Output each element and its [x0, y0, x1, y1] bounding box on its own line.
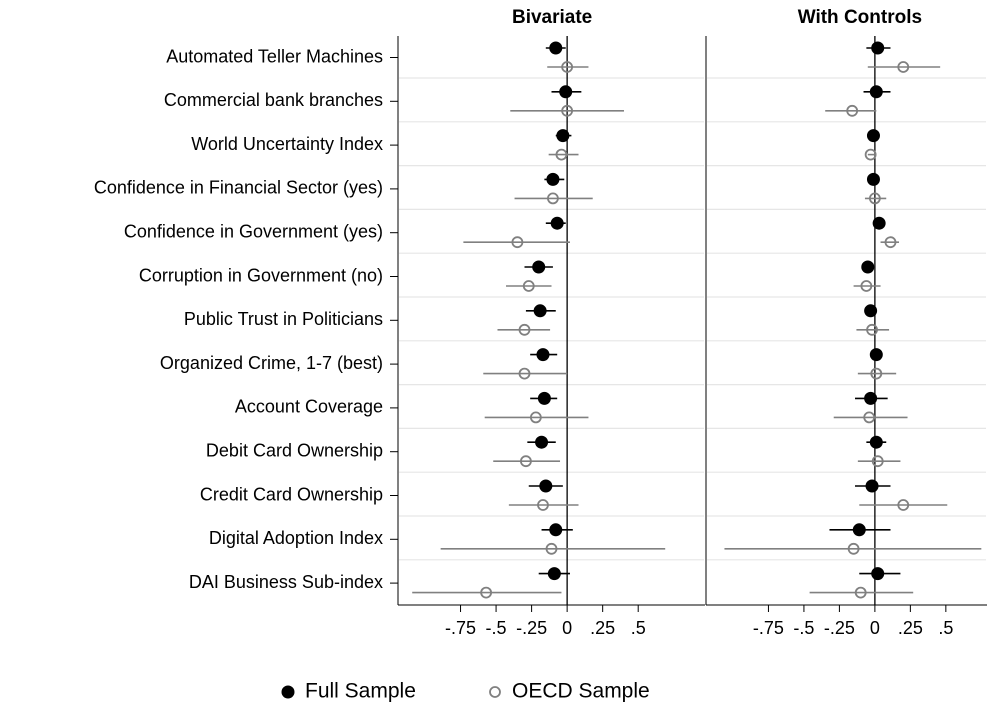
point: [866, 129, 880, 143]
point: [884, 236, 897, 249]
panel-title: Bivariate: [512, 7, 592, 28]
y-tick-label: Digital Adoption Index: [209, 528, 383, 548]
y-tick-label: Confidence in Government (yes): [124, 221, 383, 241]
y-tick-label: Credit Card Ownership: [200, 484, 383, 504]
point: [863, 411, 876, 424]
panel-title: With Controls: [798, 7, 922, 28]
x-tick-label: .5: [631, 618, 646, 638]
y-tick-label: Corruption in Government (no): [139, 265, 383, 285]
point: [518, 323, 531, 336]
point: [872, 216, 886, 230]
point: [529, 411, 542, 424]
x-tick-label: -.25: [824, 618, 855, 638]
y-tick-label: Public Trust in Politicians: [184, 309, 383, 329]
y-tick-label: Confidence in Financial Sector (yes): [94, 178, 383, 198]
point: [869, 348, 883, 362]
point: [871, 41, 885, 55]
point: [511, 236, 524, 249]
point: [550, 216, 564, 230]
point: [561, 104, 574, 117]
x-tick-label: .5: [938, 618, 953, 638]
point: [852, 523, 866, 537]
point: [866, 172, 880, 186]
point: [547, 192, 559, 205]
point: [522, 280, 535, 292]
legend-marker: [281, 685, 295, 699]
point: [871, 455, 884, 468]
point: [869, 435, 883, 449]
point: [545, 542, 558, 555]
y-tick-label: Organized Crime, 1-7 (best): [160, 353, 383, 373]
point: [871, 567, 885, 581]
point: [864, 304, 878, 318]
point: [897, 499, 910, 511]
x-tick-label: 0: [870, 618, 880, 638]
x-tick-label: -.25: [516, 618, 547, 638]
point: [866, 323, 878, 336]
legend-label: OECD Sample: [512, 680, 650, 703]
x-tick-label: -.75: [445, 618, 476, 638]
point: [520, 455, 532, 468]
y-tick-label: Debit Card Ownership: [206, 440, 383, 460]
point: [846, 104, 859, 117]
y-tick-label: World Uncertainty Index: [191, 134, 383, 154]
point: [854, 586, 867, 599]
point: [865, 479, 879, 493]
point: [861, 260, 875, 274]
x-tick-label: -.5: [486, 618, 507, 638]
legend-label: Full Sample: [305, 680, 416, 703]
point: [547, 567, 561, 581]
point: [480, 586, 493, 599]
x-tick-label: .25: [590, 618, 615, 638]
point: [518, 367, 531, 380]
point: [559, 85, 573, 99]
point: [864, 148, 877, 161]
point: [533, 304, 547, 318]
x-tick-label: -.5: [793, 618, 814, 638]
point: [537, 499, 549, 511]
point: [535, 435, 549, 449]
y-tick-label: DAI Business Sub-index: [189, 572, 383, 592]
point: [870, 367, 883, 380]
point: [897, 61, 910, 73]
point: [539, 479, 553, 493]
legend-marker: [489, 686, 501, 698]
point: [847, 542, 860, 555]
point: [549, 41, 563, 55]
x-tick-label: 0: [562, 618, 572, 638]
y-tick-label: Commercial bank branches: [164, 90, 383, 110]
point: [546, 172, 560, 186]
point: [532, 260, 546, 274]
point: [869, 85, 883, 99]
point: [537, 391, 551, 405]
point: [561, 61, 574, 73]
y-tick-label: Automated Teller Machines: [166, 46, 383, 66]
point: [864, 391, 878, 405]
point: [868, 192, 881, 205]
x-tick-label: -.75: [753, 618, 784, 638]
point: [556, 129, 570, 143]
point: [860, 280, 873, 292]
point: [536, 348, 550, 362]
x-tick-label: .25: [898, 618, 923, 638]
y-tick-label: Account Coverage: [235, 397, 383, 417]
point: [549, 523, 563, 537]
point: [555, 148, 568, 161]
